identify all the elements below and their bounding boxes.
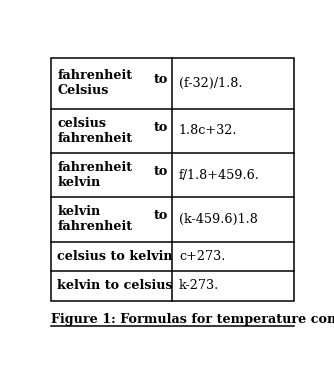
Text: 1.8c+32.: 1.8c+32. [179,124,237,137]
Bar [51,58,294,301]
Text: to: to [153,165,168,178]
Text: to: to [153,73,168,86]
Text: fahrenheit
Celsius: fahrenheit Celsius [57,69,132,97]
Text: k-273.: k-273. [179,279,219,293]
Text: celsius to kelvin: celsius to kelvin [57,250,173,263]
Text: f/1.8+459.6.: f/1.8+459.6. [179,169,260,182]
Text: kelvin to celsius: kelvin to celsius [57,279,173,293]
Text: kelvin
fahrenheit: kelvin fahrenheit [57,205,132,233]
Text: (f-32)/1.8.: (f-32)/1.8. [179,77,242,90]
Text: c+273.: c+273. [179,250,225,263]
Text: celsius
fahrenheit: celsius fahrenheit [57,117,132,145]
Text: to: to [153,209,168,222]
Text: Figure 1: Formulas for temperature conversions: Figure 1: Formulas for temperature conve… [51,313,334,326]
Text: to: to [153,121,168,134]
Text: (k-459.6)1.8: (k-459.6)1.8 [179,213,258,226]
Text: fahrenheit
kelvin: fahrenheit kelvin [57,161,132,189]
